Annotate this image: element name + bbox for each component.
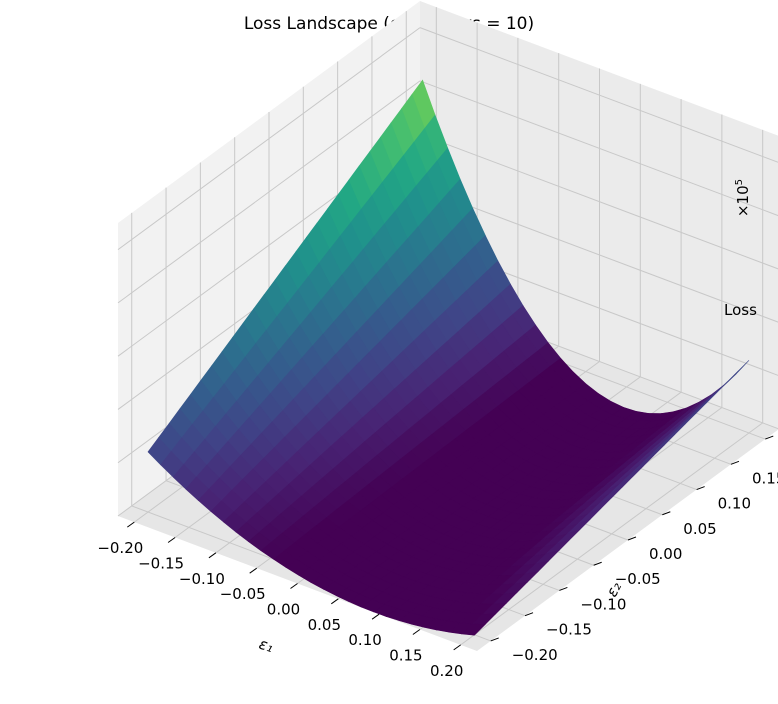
- axis-ticks: −0.20−0.15−0.10−0.050.000.050.100.150.20…: [97, 435, 778, 680]
- y-tick-mark: [559, 586, 568, 591]
- x-tick-mark: [371, 613, 380, 620]
- y-tick-mark: [730, 460, 740, 465]
- x-tick-mark: [249, 567, 257, 574]
- x-tick-label: −0.20: [97, 539, 143, 557]
- x-tick-mark: [167, 537, 176, 543]
- z-multiplier-label: ×105: [734, 179, 752, 217]
- y-tick-label: −0.05: [615, 570, 661, 588]
- x-tick-mark: [127, 521, 135, 528]
- grid-line: [117, 27, 421, 251]
- y-tick-label: 0.05: [683, 520, 716, 538]
- y-tick-mark: [524, 612, 534, 617]
- y-tick-label: 0.10: [718, 495, 751, 513]
- y-tick-mark: [662, 511, 671, 516]
- x-tick-mark: [331, 598, 339, 605]
- grid-line: [419, 133, 778, 270]
- grid-line: [419, 27, 778, 163]
- x-tick-mark: [412, 629, 421, 635]
- z-axis-label: Loss: [724, 301, 757, 319]
- loss-surface: [147, 79, 750, 636]
- y-tick-label: 0.00: [649, 545, 682, 563]
- y-tick-label: 0.15: [752, 469, 778, 487]
- y-tick-label: −0.15: [546, 621, 592, 639]
- y-tick-label: −0.20: [512, 646, 558, 664]
- y-tick-mark: [593, 561, 602, 566]
- surface-patch: [461, 623, 486, 636]
- y-tick-mark: [765, 435, 774, 440]
- x-axis-label: ε₁: [257, 635, 276, 656]
- x-tick-label: 0.15: [389, 647, 422, 665]
- x-tick-label: 0.05: [308, 616, 341, 634]
- x-tick-label: −0.15: [138, 555, 184, 573]
- grid-line: [419, 80, 778, 217]
- x-tick-label: 0.00: [267, 601, 300, 619]
- x-tick-mark: [290, 583, 298, 589]
- grid-line: [419, 186, 778, 323]
- y-tick-mark: [696, 486, 705, 491]
- y-tick-mark: [627, 536, 637, 541]
- x-tick-label: −0.10: [179, 570, 225, 588]
- x-tick-label: −0.05: [220, 585, 266, 603]
- x-tick-mark: [208, 552, 217, 559]
- x-tick-mark: [453, 644, 461, 651]
- y-tick-mark: [490, 637, 499, 642]
- x-tick-label: 0.20: [430, 662, 463, 680]
- grid-line: [117, 80, 421, 304]
- x-tick-label: 0.10: [348, 631, 381, 649]
- y-tick-label: −0.10: [580, 596, 626, 614]
